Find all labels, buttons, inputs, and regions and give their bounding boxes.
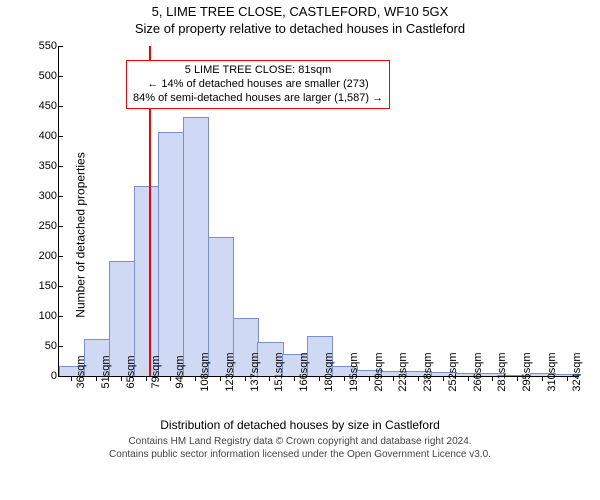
x-tick-label: 195sqm [348,352,360,391]
footer: Contains HM Land Registry data © Crown c… [0,436,600,461]
x-tick-label: 65sqm [125,355,137,388]
x-tick-mark [121,376,122,381]
x-tick-mark [220,376,221,381]
x-tick-mark [567,376,568,381]
histogram-bar [183,117,209,376]
x-tick-label: 180sqm [323,352,335,391]
x-tick-label: 36sqm [75,355,87,388]
y-tick: 450 [17,100,57,112]
y-tick: 100 [17,310,57,322]
x-tick-label: 295sqm [521,352,533,391]
x-tick-label: 223sqm [397,352,409,391]
x-tick-mark [245,376,246,381]
x-tick-mark [319,376,320,381]
y-tick: 550 [17,40,57,52]
y-tick: 150 [17,280,57,292]
x-tick-mark [418,376,419,381]
callout-box: 5 LIME TREE CLOSE: 81sqm ← 14% of detach… [126,60,390,109]
x-tick-mark [492,376,493,381]
y-tick: 400 [17,130,57,142]
page-title: 5, LIME TREE CLOSE, CASTLEFORD, WF10 5GX [0,4,600,19]
x-tick-label: 324sqm [571,352,583,391]
x-tick-mark [542,376,543,381]
x-tick-label: 281sqm [496,352,508,391]
y-tick: 200 [17,250,57,262]
x-tick-mark [294,376,295,381]
x-tick-mark [146,376,147,381]
x-tick-label: 51sqm [100,355,112,388]
x-tick-mark [269,376,270,381]
y-tick: 250 [17,220,57,232]
x-tick-label: 310sqm [546,352,558,391]
x-axis-label: Distribution of detached houses by size … [0,418,600,432]
x-tick-label: 151sqm [273,352,285,391]
callout-line-3: 84% of semi-detached houses are larger (… [133,92,383,106]
y-tick: 50 [17,340,57,352]
x-tick-mark [344,376,345,381]
x-tick-label: 266sqm [472,352,484,391]
x-tick-label: 108sqm [199,352,211,391]
y-tick: 0 [17,370,57,382]
callout-line-1: 5 LIME TREE CLOSE: 81sqm [133,64,383,78]
x-tick-label: 252sqm [447,352,459,391]
y-tick: 300 [17,190,57,202]
x-tick-mark [517,376,518,381]
x-tick-label: 123sqm [224,352,236,391]
y-tick: 350 [17,160,57,172]
page-subtitle: Size of property relative to detached ho… [0,21,600,36]
x-tick-label: 238sqm [422,352,434,391]
x-tick-mark [443,376,444,381]
footer-line-1: Contains HM Land Registry data © Crown c… [0,436,600,449]
property-histogram: Number of detached properties 5 LIME TRE… [0,36,600,434]
y-tick: 500 [17,70,57,82]
x-tick-label: 137sqm [249,352,261,391]
x-tick-mark [71,376,72,381]
x-tick-label: 94sqm [174,355,186,388]
callout-line-2: ← 14% of detached houses are smaller (27… [133,78,383,92]
histogram-bar [134,186,160,376]
x-tick-label: 79sqm [150,355,162,388]
x-tick-label: 166sqm [298,352,310,391]
x-tick-mark [170,376,171,381]
x-tick-mark [96,376,97,381]
x-tick-mark [468,376,469,381]
x-tick-label: 209sqm [373,352,385,391]
x-tick-mark [369,376,370,381]
footer-line-2: Contains public sector information licen… [0,449,600,462]
x-tick-mark [195,376,196,381]
histogram-bar [158,132,184,376]
x-tick-mark [393,376,394,381]
plot-area: 5 LIME TREE CLOSE: 81sqm ← 14% of detach… [58,46,579,377]
